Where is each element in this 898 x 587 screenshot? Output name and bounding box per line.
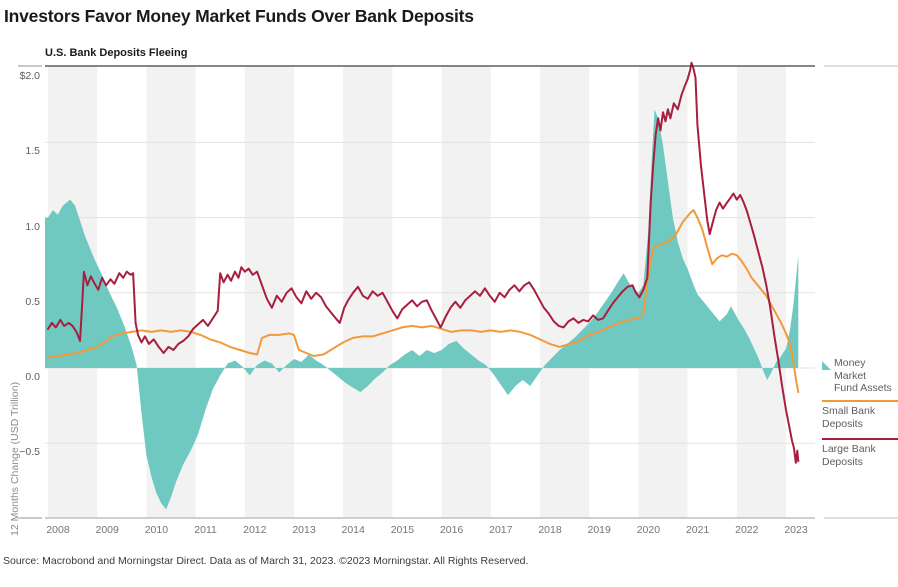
- deposit-line: [47, 61, 800, 464]
- chart-subtitle: U.S. Bank Deposits Fleeing: [45, 47, 188, 59]
- x-tick-label: 2014: [341, 524, 365, 536]
- x-tick-label: 2019: [587, 524, 611, 536]
- year-band: [736, 66, 786, 518]
- year-band: [540, 66, 590, 518]
- legend-item-money-market: Money Market Fund Assets: [834, 357, 898, 395]
- x-tick-label: 2008: [46, 524, 70, 536]
- x-tick-label: 2010: [144, 524, 169, 536]
- x-tick-label: 2022: [735, 524, 759, 536]
- area-swatch-icon: [822, 361, 831, 370]
- x-tick-label: 2013: [292, 524, 316, 536]
- legend-item-large-bank: Large Bank Deposits: [822, 443, 876, 468]
- chart-legend: Money Market Fund Assets Small Bank Depo…: [822, 0, 898, 587]
- year-band: [343, 66, 393, 518]
- x-tick-label: 2012: [243, 524, 267, 536]
- x-tick-label: 2009: [95, 524, 119, 536]
- page-title: Investors Favor Money Market Funds Over …: [4, 6, 474, 26]
- x-tick-label: 2018: [538, 524, 562, 536]
- x-tick-label: 2023: [784, 524, 808, 536]
- legend-label-line: Small Bank: [822, 405, 876, 417]
- y-tick-label: 1.5: [25, 145, 40, 158]
- y-tick-label: $2.0: [19, 70, 40, 83]
- y-axis-title: 12 Months Change (USD Trillion): [9, 381, 21, 536]
- year-band: [244, 66, 294, 518]
- money-market-area: [45, 109, 799, 510]
- legend-label-line: Money Market: [834, 357, 867, 382]
- source-attribution: Source: Macrobond and Morningstar Direct…: [3, 555, 529, 567]
- legend-label-line: Large Bank: [822, 443, 876, 455]
- x-tick-label: 2021: [685, 524, 710, 536]
- small-bank-line-swatch-icon: [822, 400, 898, 402]
- x-tick-label: 2016: [439, 524, 464, 536]
- x-tick-label: 2011: [194, 524, 217, 536]
- y-tick-label: −0.5: [19, 446, 40, 459]
- y-tick-label: 0.5: [25, 295, 40, 308]
- y-tick-label: 1.0: [25, 220, 40, 233]
- x-tick-label: 2020: [636, 524, 661, 536]
- legend-label-line: Deposits: [822, 417, 863, 430]
- x-tick-label: 2015: [390, 524, 415, 536]
- deposit-line: [47, 209, 800, 394]
- y-tick-label: 0.0: [25, 371, 40, 383]
- legend-item-small-bank: Small Bank Deposits: [822, 405, 875, 430]
- large-bank-line-swatch-icon: [822, 438, 898, 440]
- x-tick-label: 2017: [489, 524, 513, 536]
- legend-label-line: Deposits: [822, 455, 863, 468]
- legend-label-line: Fund Assets: [834, 382, 892, 394]
